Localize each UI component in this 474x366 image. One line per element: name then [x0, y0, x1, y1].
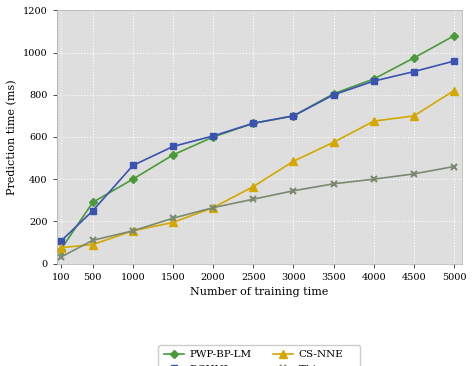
DGHNL	[371, 79, 377, 83]
PWP-BP-LM	[451, 34, 457, 38]
CS-NNE	[291, 159, 296, 164]
DGHNL	[250, 121, 256, 126]
DGHNL	[411, 70, 417, 74]
DGHNL	[451, 59, 457, 63]
This paper	[170, 216, 176, 220]
DGHNL	[58, 239, 64, 243]
DGHNL	[130, 163, 136, 168]
CS-NNE	[250, 184, 256, 189]
PWP-BP-LM	[371, 77, 377, 81]
X-axis label: Number of training time: Number of training time	[190, 287, 328, 297]
Line: CS-NNE: CS-NNE	[57, 87, 458, 251]
This paper	[58, 255, 64, 259]
CS-NNE	[170, 220, 176, 225]
PWP-BP-LM	[170, 153, 176, 157]
DGHNL	[331, 93, 337, 97]
Legend: PWP-BP-LM, DGHNL, CS-NNE, This paper: PWP-BP-LM, DGHNL, CS-NNE, This paper	[158, 345, 360, 366]
Line: This paper: This paper	[57, 163, 457, 261]
PWP-BP-LM	[291, 114, 296, 118]
PWP-BP-LM	[130, 177, 136, 182]
PWP-BP-LM	[250, 121, 256, 126]
DGHNL	[210, 134, 216, 138]
This paper	[130, 229, 136, 233]
This paper	[451, 164, 457, 169]
PWP-BP-LM	[210, 135, 216, 139]
Line: PWP-BP-LM: PWP-BP-LM	[57, 33, 457, 253]
This paper	[331, 182, 337, 186]
This paper	[411, 172, 417, 176]
DGHNL	[291, 114, 296, 118]
PWP-BP-LM	[58, 248, 64, 252]
DGHNL	[90, 209, 96, 213]
CS-NNE	[130, 229, 136, 233]
CS-NNE	[371, 119, 377, 123]
Y-axis label: Prediction time (ms): Prediction time (ms)	[7, 79, 17, 195]
CS-NNE	[331, 140, 337, 145]
CS-NNE	[451, 89, 457, 93]
This paper	[250, 197, 256, 201]
DGHNL	[170, 144, 176, 149]
PWP-BP-LM	[90, 200, 96, 205]
Line: DGHNL: DGHNL	[57, 58, 457, 244]
CS-NNE	[210, 205, 216, 210]
This paper	[371, 177, 377, 182]
CS-NNE	[90, 242, 96, 247]
This paper	[210, 205, 216, 210]
This paper	[291, 188, 296, 193]
PWP-BP-LM	[331, 92, 337, 96]
CS-NNE	[411, 114, 417, 118]
CS-NNE	[58, 246, 64, 250]
PWP-BP-LM	[411, 56, 417, 60]
This paper	[90, 238, 96, 243]
